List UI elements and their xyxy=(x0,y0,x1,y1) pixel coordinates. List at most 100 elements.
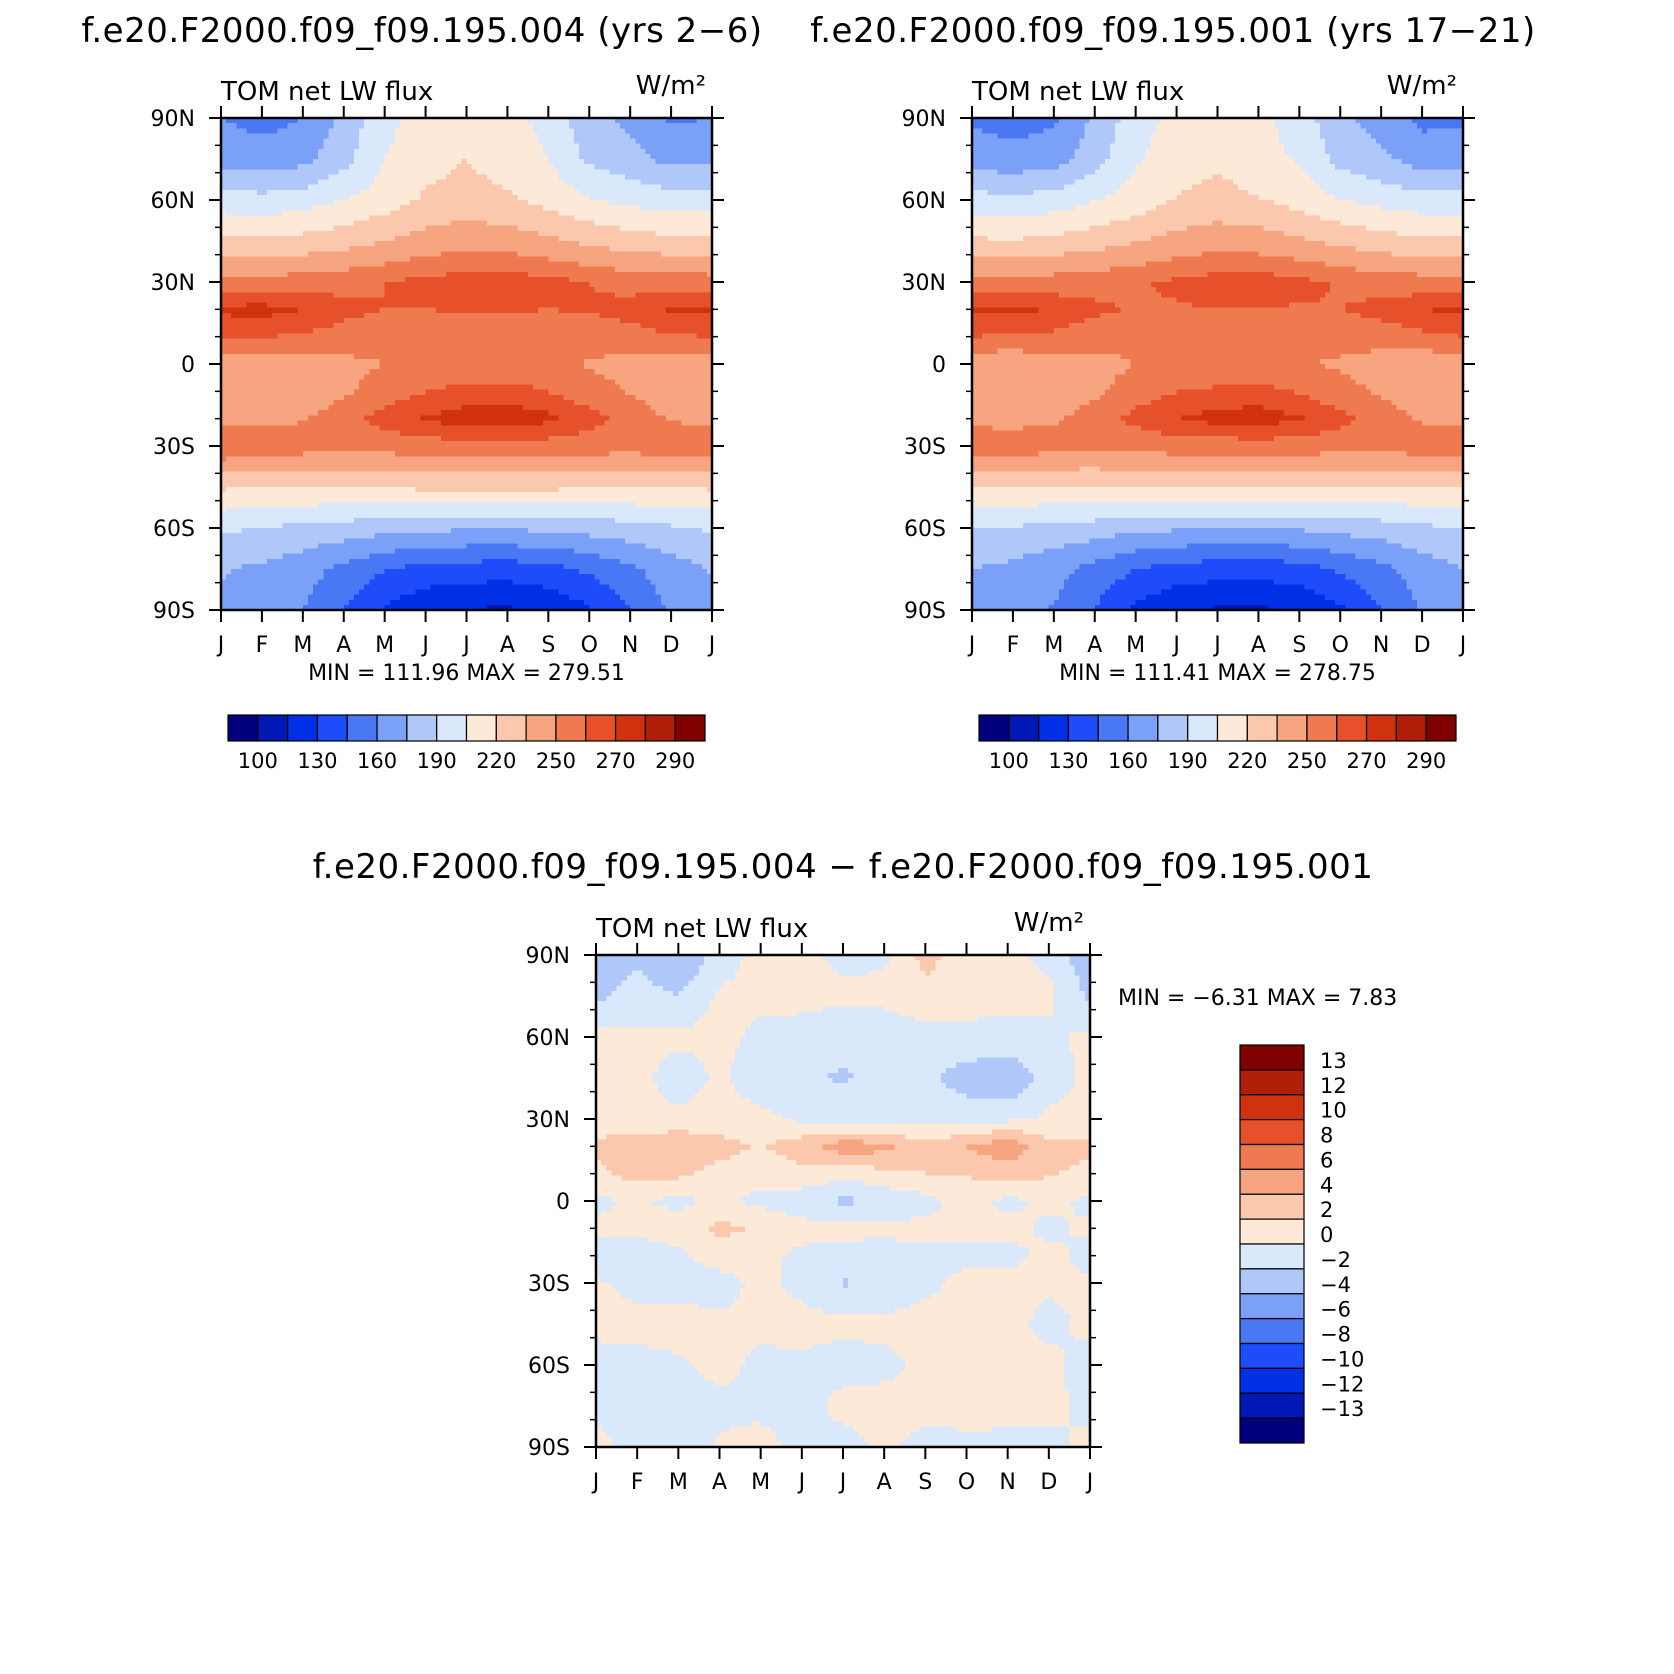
contour-cell xyxy=(267,287,273,293)
contour-cell xyxy=(256,364,263,370)
contour-cell xyxy=(405,569,411,575)
contour-cell xyxy=(261,276,268,283)
contour-cell xyxy=(446,466,452,473)
contour-cell xyxy=(267,558,273,565)
contour-cell xyxy=(415,328,422,334)
contour-cell xyxy=(420,374,427,380)
contour-cell xyxy=(353,215,360,222)
contour-cell xyxy=(384,148,391,155)
contour-cell xyxy=(466,466,473,473)
contour-cell xyxy=(420,425,427,432)
contour-cell xyxy=(389,353,396,360)
contour-cell xyxy=(226,225,232,232)
contour-cell xyxy=(379,287,386,293)
contour-cell xyxy=(364,261,370,268)
contour-cell xyxy=(379,179,386,186)
contour-cell xyxy=(251,143,258,150)
contour-cell xyxy=(226,118,232,124)
contour-cell xyxy=(292,569,299,575)
contour-cell xyxy=(323,205,329,211)
contour-cell xyxy=(471,261,478,268)
contour-cell xyxy=(359,410,365,416)
contour-cell xyxy=(241,599,248,606)
contour-cell xyxy=(313,143,319,150)
contour-cell xyxy=(302,399,309,406)
contour-cell xyxy=(251,261,258,268)
contour-cell xyxy=(389,338,396,345)
contour-cell xyxy=(236,159,243,165)
contour-cell xyxy=(343,522,350,529)
contour-cell xyxy=(297,148,304,155)
contour-cell xyxy=(389,276,396,283)
contour-cell xyxy=(313,184,319,191)
contour-cell xyxy=(267,599,273,606)
contour-cell xyxy=(353,210,360,216)
contour-cell xyxy=(405,451,411,457)
contour-cell xyxy=(348,323,355,329)
contour-cell xyxy=(384,604,391,611)
contour-cell xyxy=(328,599,335,606)
contour-cell xyxy=(261,225,268,232)
contour-cell xyxy=(435,399,442,406)
contour-cell xyxy=(394,210,401,216)
contour-cell xyxy=(323,476,329,483)
contour-cell xyxy=(277,148,283,155)
contour-cell xyxy=(226,379,232,386)
contour-cell xyxy=(261,328,268,334)
contour-cell xyxy=(272,230,278,237)
contour-cell xyxy=(328,589,335,596)
contour-cell xyxy=(307,164,314,170)
contour-cell xyxy=(384,153,391,160)
contour-cell xyxy=(374,251,381,257)
contour-cell xyxy=(379,189,386,196)
contour-cell xyxy=(297,169,304,175)
contour-cell xyxy=(307,543,314,550)
contour-cell xyxy=(272,302,278,309)
contour-cell xyxy=(246,271,253,278)
contour-cell xyxy=(374,507,381,514)
contour-cell xyxy=(425,456,432,462)
contour-cell xyxy=(267,128,273,134)
contour-cell xyxy=(231,251,237,257)
contour-cell xyxy=(272,589,278,596)
contour-cell xyxy=(287,164,294,170)
contour-cell xyxy=(241,389,248,396)
contour-cell xyxy=(343,481,350,488)
contour-cell xyxy=(410,358,416,365)
contour-cell xyxy=(430,302,437,309)
contour-cell xyxy=(323,287,329,293)
contour-cell xyxy=(389,230,396,237)
contour-cell xyxy=(435,358,442,365)
contour-cell xyxy=(374,133,381,140)
contour-cell xyxy=(267,563,273,570)
contour-cell xyxy=(338,569,345,575)
contour-cell xyxy=(302,215,309,222)
contour-cell xyxy=(451,225,457,232)
contour-cell xyxy=(256,169,263,175)
contour-cell xyxy=(353,235,360,242)
contour-cell xyxy=(272,164,278,170)
contour-cell xyxy=(333,338,340,345)
contour-cell xyxy=(481,302,488,309)
contour-cell xyxy=(282,584,289,591)
contour-cell xyxy=(430,405,437,411)
contour-cell xyxy=(246,133,253,140)
contour-cell xyxy=(313,169,319,175)
contour-cell xyxy=(348,384,355,391)
contour-cell xyxy=(256,256,263,263)
contour-cell xyxy=(328,379,335,386)
contour-cell xyxy=(272,343,278,350)
contour-cell xyxy=(297,425,304,432)
contour-cell xyxy=(277,574,283,580)
contour-cell xyxy=(292,220,299,227)
contour-cell xyxy=(333,364,340,370)
contour-cell xyxy=(241,553,248,560)
contour-cell xyxy=(277,528,283,534)
contour-cell xyxy=(379,271,386,278)
contour-cell xyxy=(313,369,319,375)
contour-cell xyxy=(389,266,396,273)
contour-cell xyxy=(348,353,355,360)
contour-cell xyxy=(256,246,263,252)
contour-cell xyxy=(476,251,483,257)
contour-cell xyxy=(400,174,406,181)
